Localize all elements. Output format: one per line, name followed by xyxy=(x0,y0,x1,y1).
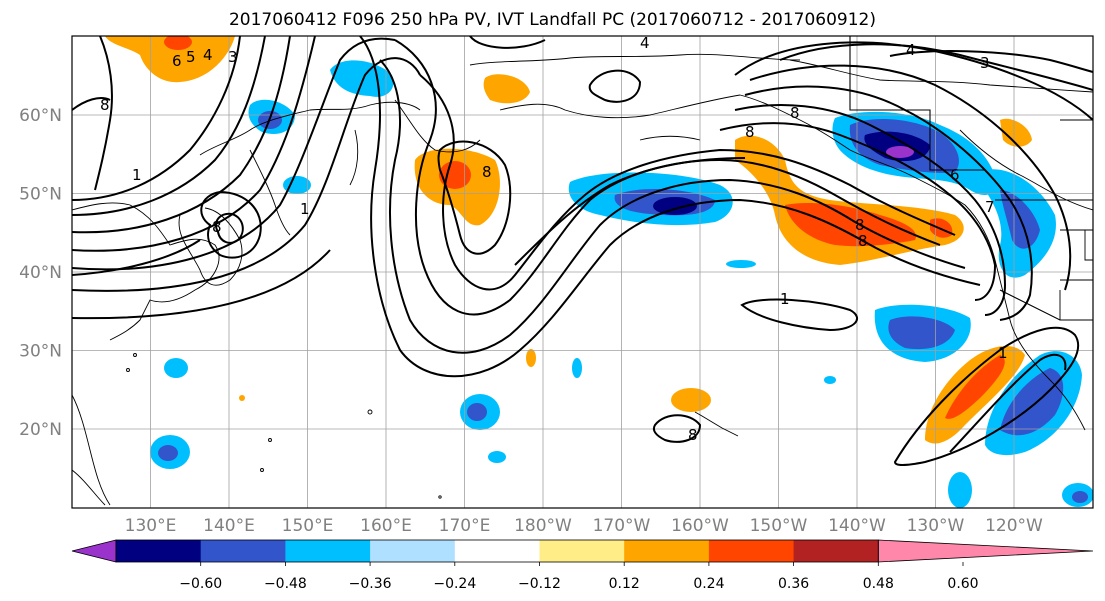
pv-contours xyxy=(72,36,1093,466)
colorbar-swatch xyxy=(708,540,795,562)
contour-label: 8 xyxy=(745,123,755,141)
lon-tick-label: 140°E xyxy=(203,516,255,536)
contour-label: 4 xyxy=(640,34,650,52)
colorbar-swatch xyxy=(454,540,540,562)
colorbar-label: −0.12 xyxy=(518,576,561,592)
boundaries xyxy=(849,36,1093,321)
colorbar-label: 0.48 xyxy=(863,576,894,592)
lat-tick-label: 50°N xyxy=(19,185,62,205)
colorbar-swatch xyxy=(793,540,879,562)
lon-tick-label: 150°W xyxy=(750,516,808,536)
lon-tick-label: 160°E xyxy=(360,516,412,536)
lon-tick-label: 160°W xyxy=(671,516,729,536)
map-panel: 6 5 4 3 8 8 8 8 8 8 4 4 3 1 1 1 8 8 1 6 … xyxy=(72,34,1093,508)
lat-tick-label: 60°N xyxy=(19,106,62,126)
colorbar-outline xyxy=(115,539,879,563)
contour-labels: 6 5 4 3 8 8 8 8 8 8 4 4 3 1 1 1 8 8 1 6 … xyxy=(100,34,1008,444)
contour-label: 6 xyxy=(172,52,182,70)
colorbar-swatch xyxy=(200,540,286,562)
contour-label: 6 xyxy=(950,166,960,184)
contour-label: 8 xyxy=(790,104,800,122)
colorbar-extend-high xyxy=(877,539,1094,563)
map-frame xyxy=(71,35,1094,509)
colorbar-swatch xyxy=(539,540,625,562)
ivt-shading xyxy=(105,36,1093,508)
colorbar-label: −0.36 xyxy=(349,576,392,592)
map-title: 2017060412 F096 250 hPa PV, IVT Landfall… xyxy=(228,10,876,30)
islands xyxy=(126,353,739,499)
colorbar-labels: −0.60 −0.48 −0.36 −0.24 −0.12 0.12 0.24 0.36 0.4… xyxy=(179,576,978,592)
contour-label: 3 xyxy=(980,54,990,72)
contour-label: 8 xyxy=(855,216,865,234)
longitude-labels: 130°E 140°E 150°E 160°E 170°E 180°W 170°W 160°W… xyxy=(125,516,1043,536)
colorbar-label: 0.60 xyxy=(947,576,978,592)
lat-tick-label: 20°N xyxy=(19,420,62,440)
lon-tick-label: 120°W xyxy=(985,516,1043,536)
contour-label: 4 xyxy=(906,41,916,59)
latitude-labels: 60°N 50°N 40°N 30°N 20°N xyxy=(19,106,62,440)
lon-tick-label: 130°E xyxy=(125,516,177,536)
contour-label: 1 xyxy=(780,290,790,308)
contour-label: 8 xyxy=(482,163,492,181)
lon-tick-label: 170°W xyxy=(593,516,651,536)
contour-label: 5 xyxy=(186,48,196,66)
lon-tick-label: 170°E xyxy=(439,516,491,536)
contour-label: 4 xyxy=(203,46,213,64)
contour-label: 8 xyxy=(688,426,698,444)
contour-label: 3 xyxy=(228,48,238,66)
colorbar-label: 0.24 xyxy=(693,576,724,592)
contour-label: 8 xyxy=(100,96,110,114)
colorbar-swatch xyxy=(370,540,456,562)
colorbar-swatch xyxy=(624,540,710,562)
lat-tick-label: 40°N xyxy=(19,263,62,283)
colorbar-extend-low xyxy=(71,539,117,563)
lon-tick-label: 140°W xyxy=(828,516,886,536)
colorbar-swatch xyxy=(285,540,371,562)
lon-tick-label: 150°E xyxy=(282,516,334,536)
colorbar-label: 0.12 xyxy=(609,576,640,592)
lon-tick-label: 180°W xyxy=(514,516,572,536)
colorbar-label: −0.24 xyxy=(433,576,476,592)
colorbar-swatch xyxy=(116,540,202,562)
contour-label: 8 xyxy=(858,232,868,250)
contour-label: 8 xyxy=(212,218,222,236)
colorbar xyxy=(71,539,1094,566)
contour-label: 1 xyxy=(132,166,142,184)
colorbar-label: −0.48 xyxy=(264,576,307,592)
contour-label: 1 xyxy=(998,344,1008,362)
lat-tick-label: 30°N xyxy=(19,342,62,362)
lon-tick-label: 130°W xyxy=(907,516,965,536)
contour-label: 7 xyxy=(985,198,995,216)
colorbar-label: 0.36 xyxy=(778,576,809,592)
contour-label: 1 xyxy=(300,200,310,218)
colorbar-label: −0.60 xyxy=(179,576,222,592)
